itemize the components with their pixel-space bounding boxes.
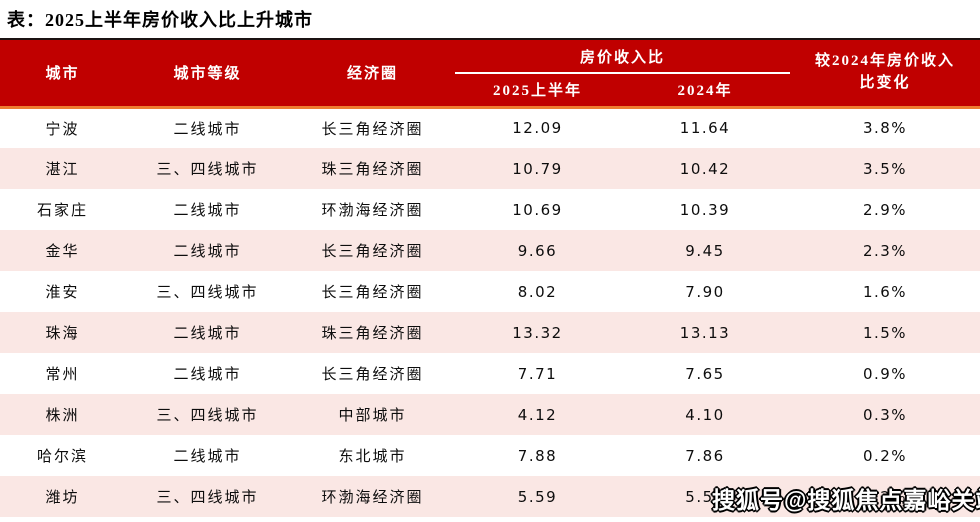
cell-tier: 三、四线城市: [125, 476, 290, 517]
cell-ratio-2025h1: 5.59: [455, 476, 620, 517]
table-row: 宁波 二线城市 长三角经济圈 12.09 11.64 3.8%: [0, 107, 980, 148]
table-row: 潍坊 三、四线城市 环渤海经济圈 5.59 5.58 0.2%: [0, 476, 980, 517]
header-city: 城市: [0, 38, 125, 109]
cell-circle: 长三角经济圈: [290, 107, 455, 148]
header-change-label: 较2024年房价收入比变化: [815, 53, 956, 91]
cell-ratio-2025h1: 8.02: [455, 271, 620, 312]
cell-city: 石家庄: [0, 189, 125, 230]
cell-ratio-2025h1: 7.71: [455, 353, 620, 394]
table-row: 常州 二线城市 长三角经济圈 7.71 7.65 0.9%: [0, 353, 980, 394]
header-change: 较2024年房价收入比变化: [790, 38, 980, 109]
cell-change: 1.5%: [790, 312, 980, 353]
header-2025h1: 2025上半年: [455, 73, 620, 109]
cell-ratio-2024: 10.42: [620, 148, 791, 189]
cell-tier: 二线城市: [125, 353, 290, 394]
header-ratio-group: 房价收入比: [455, 38, 791, 74]
cell-change: 3.5%: [790, 148, 980, 189]
cell-city: 株洲: [0, 394, 125, 435]
cell-change: 3.8%: [790, 107, 980, 148]
cell-circle: 东北城市: [290, 435, 455, 476]
cell-circle: 珠三角经济圈: [290, 312, 455, 353]
cell-circle: 珠三角经济圈: [290, 148, 455, 189]
cell-ratio-2025h1: 12.09: [455, 107, 620, 148]
table-header: 城市 城市等级 经济圈 房价收入比 较2024年房价收入比变化 2025上半年 …: [0, 38, 980, 109]
cell-ratio-2025h1: 10.79: [455, 148, 620, 189]
cell-ratio-2025h1: 7.88: [455, 435, 620, 476]
cell-ratio-2024: 11.64: [620, 107, 791, 148]
cell-city: 哈尔滨: [0, 435, 125, 476]
table-title: 表：2025上半年房价收入比上升城市: [7, 10, 313, 30]
cell-ratio-2024: 7.65: [620, 353, 791, 394]
cell-ratio-2025h1: 4.12: [455, 394, 620, 435]
cell-circle: 环渤海经济圈: [290, 476, 455, 517]
header-tier: 城市等级: [125, 38, 290, 109]
sohu-watermark: 搜狐号@搜狐焦点嘉峪关站: [712, 487, 980, 513]
cell-change: 0.2%: [790, 435, 980, 476]
cell-ratio-2024: 7.90: [620, 271, 791, 312]
cell-circle: 长三角经济圈: [290, 271, 455, 312]
table-row: 湛江 三、四线城市 珠三角经济圈 10.79 10.42 3.5%: [0, 148, 980, 189]
cell-tier: 二线城市: [125, 435, 290, 476]
table-row: 株洲 三、四线城市 中部城市 4.12 4.10 0.3%: [0, 394, 980, 435]
cell-circle: 环渤海经济圈: [290, 189, 455, 230]
cell-ratio-2025h1: 10.69: [455, 189, 620, 230]
cell-city: 湛江: [0, 148, 125, 189]
table-row: 淮安 三、四线城市 长三角经济圈 8.02 7.90 1.6%: [0, 271, 980, 312]
cell-tier: 三、四线城市: [125, 148, 290, 189]
cell-tier: 二线城市: [125, 312, 290, 353]
table-row: 石家庄 二线城市 环渤海经济圈 10.69 10.39 2.9%: [0, 189, 980, 230]
cell-circle: 中部城市: [290, 394, 455, 435]
cell-circle: 长三角经济圈: [290, 353, 455, 394]
table-row: 哈尔滨 二线城市 东北城市 7.88 7.86 0.2%: [0, 435, 980, 476]
table-row: 珠海 二线城市 珠三角经济圈 13.32 13.13 1.5%: [0, 312, 980, 353]
cell-ratio-2024: 13.13: [620, 312, 791, 353]
cell-city: 珠海: [0, 312, 125, 353]
cell-city: 宁波: [0, 107, 125, 148]
cell-city: 淮安: [0, 271, 125, 312]
cell-ratio-2024: 4.10: [620, 394, 791, 435]
cell-ratio-2025h1: 13.32: [455, 312, 620, 353]
cell-change: 2.3%: [790, 230, 980, 271]
table-row: 金华 二线城市 长三角经济圈 9.66 9.45 2.3%: [0, 230, 980, 271]
cell-ratio-2024: 5.58: [620, 476, 791, 517]
cell-change: 2.9%: [790, 189, 980, 230]
cell-circle: 长三角经济圈: [290, 230, 455, 271]
cell-tier: 三、四线城市: [125, 271, 290, 312]
table-body: 宁波 二线城市 长三角经济圈 12.09 11.64 3.8% 湛江 三、四线城…: [0, 107, 980, 517]
cell-tier: 二线城市: [125, 107, 290, 148]
cell-change: 0.3%: [790, 394, 980, 435]
cell-change: 0.2%: [790, 476, 980, 517]
cell-city: 金华: [0, 230, 125, 271]
header-circle: 经济圈: [290, 38, 455, 109]
cell-ratio-2024: 7.86: [620, 435, 791, 476]
cell-tier: 三、四线城市: [125, 394, 290, 435]
header-2024: 2024年: [620, 73, 791, 109]
cell-city: 常州: [0, 353, 125, 394]
cell-tier: 二线城市: [125, 189, 290, 230]
cell-tier: 二线城市: [125, 230, 290, 271]
cell-change: 1.6%: [790, 271, 980, 312]
housing-ratio-table: 城市 城市等级 经济圈 房价收入比 较2024年房价收入比变化 2025上半年 …: [0, 38, 980, 517]
cell-city: 潍坊: [0, 476, 125, 517]
cell-change: 0.9%: [790, 353, 980, 394]
cell-ratio-2024: 10.39: [620, 189, 791, 230]
cell-ratio-2024: 9.45: [620, 230, 791, 271]
cell-ratio-2025h1: 9.66: [455, 230, 620, 271]
